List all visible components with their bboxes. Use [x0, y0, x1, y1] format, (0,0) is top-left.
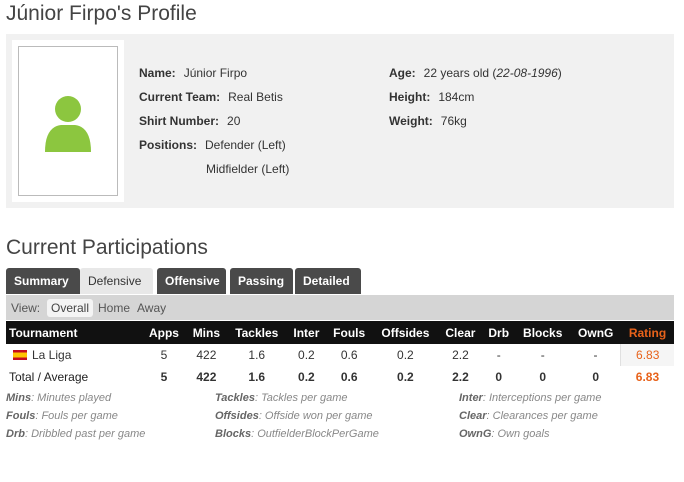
- rating-cell: 6.83: [635, 370, 660, 384]
- col-fouls[interactable]: Fouls: [325, 321, 373, 344]
- view-away[interactable]: Away: [137, 301, 167, 315]
- cell: 5: [160, 348, 168, 362]
- col-drb[interactable]: Drb: [482, 321, 516, 344]
- shirt-field: Shirt Number: 20: [139, 114, 241, 128]
- table-header: Tournament Apps Mins Tackles Inter Fouls…: [6, 321, 674, 344]
- view-overall[interactable]: Overall: [47, 299, 94, 317]
- legend-item: Clear: Clearances per game: [459, 410, 598, 422]
- broken-image: [18, 46, 118, 196]
- cell: 0.2: [298, 348, 315, 362]
- legend-item: Offsides: Offside won per game: [215, 410, 373, 422]
- spain-flag-icon: [13, 350, 27, 360]
- cell: 2.2: [452, 370, 469, 384]
- legend-item: Blocks: OutfielderBlockPerGame: [215, 428, 379, 440]
- positions-field: Positions: Defender (Left): [139, 138, 286, 152]
- cell: -: [540, 348, 545, 362]
- cell: -: [496, 348, 501, 362]
- legend-item: Mins: Minutes played: [6, 392, 112, 404]
- tab-passing[interactable]: Passing: [230, 268, 293, 294]
- legend-item: Tackles: Tackles per game: [215, 392, 348, 404]
- profile-box: Name: Júnior Firpo Current Team: Real Beti…: [6, 34, 674, 208]
- cell: 0: [495, 370, 503, 384]
- col-tournament[interactable]: Tournament: [6, 321, 142, 344]
- cell: 422: [196, 348, 217, 362]
- col-apps[interactable]: Apps: [142, 321, 186, 344]
- team-field: Current Team: Real Betis: [139, 90, 283, 104]
- table-row: La Liga 5 422 1.6 0.2 0.6 0.2 2.2 - - - …: [6, 344, 674, 366]
- legend-item: OwnG: Own goals: [459, 428, 550, 440]
- view-home[interactable]: Home: [98, 301, 131, 315]
- cell: 0.2: [298, 370, 315, 384]
- view-bar: View: Overall Home Away: [6, 295, 674, 320]
- tournament-cell: La Liga: [6, 344, 142, 366]
- user-silhouette-icon: [45, 96, 91, 152]
- cell: 0: [539, 370, 547, 384]
- cell: 1.6: [248, 370, 266, 384]
- tab-offensive[interactable]: Offensive: [157, 268, 226, 294]
- legend-item: Inter: Interceptions per game: [459, 392, 602, 404]
- name-field: Name: Júnior Firpo: [139, 66, 248, 80]
- tournament-link[interactable]: La Liga: [32, 348, 72, 362]
- cell: 0: [592, 370, 600, 384]
- col-owng[interactable]: OwnG: [570, 321, 621, 344]
- col-offsides[interactable]: Offsides: [372, 321, 439, 344]
- cell: 1.6: [248, 348, 266, 362]
- col-rating[interactable]: Rating: [620, 321, 674, 344]
- col-blocks[interactable]: Blocks: [515, 321, 571, 344]
- cell: 0.6: [340, 348, 358, 362]
- col-clear[interactable]: Clear: [438, 321, 483, 344]
- weight-field: Weight: 76kg: [389, 114, 467, 128]
- tab-bar: Summary Defensive Offensive Passing Deta…: [6, 268, 674, 294]
- col-inter[interactable]: Inter: [286, 321, 326, 344]
- cell: 5: [160, 370, 168, 384]
- page-title: Júnior Firpo's Profile: [6, 2, 197, 25]
- view-label: View:: [11, 301, 41, 315]
- tab-summary[interactable]: Summary: [6, 268, 80, 294]
- cell: 2.2: [452, 348, 469, 362]
- player-photo: [12, 40, 124, 202]
- tab-defensive[interactable]: Defensive: [80, 268, 153, 294]
- cell: -: [593, 348, 598, 362]
- cell: Total / Average: [9, 370, 89, 384]
- col-tackles[interactable]: Tackles: [226, 321, 287, 344]
- position-2: Midfielder (Left): [206, 162, 290, 176]
- team-link[interactable]: Real Betis: [228, 90, 283, 104]
- stats-table: Tournament Apps Mins Tackles Inter Fouls…: [6, 321, 674, 388]
- cell: 422: [196, 370, 217, 384]
- total-row: Total / Average 5 422 1.6 0.2 0.6 0.2 2.…: [6, 366, 674, 388]
- tab-detailed[interactable]: Detailed: [295, 268, 361, 294]
- cell: 0.6: [340, 370, 358, 384]
- legend-item: Fouls: Fouls per game: [6, 410, 118, 422]
- cell: 0.2: [397, 370, 414, 384]
- height-field: Height: 184cm: [389, 90, 475, 104]
- section-title: Current Participations: [6, 236, 208, 259]
- age-field: Age: 22 years old (22-08-1996): [389, 66, 562, 80]
- rating-cell: 6.83: [620, 344, 674, 366]
- cell: 0.2: [397, 348, 414, 362]
- col-mins[interactable]: Mins: [185, 321, 227, 344]
- legend-item: Drb: Dribbled past per game: [6, 428, 146, 440]
